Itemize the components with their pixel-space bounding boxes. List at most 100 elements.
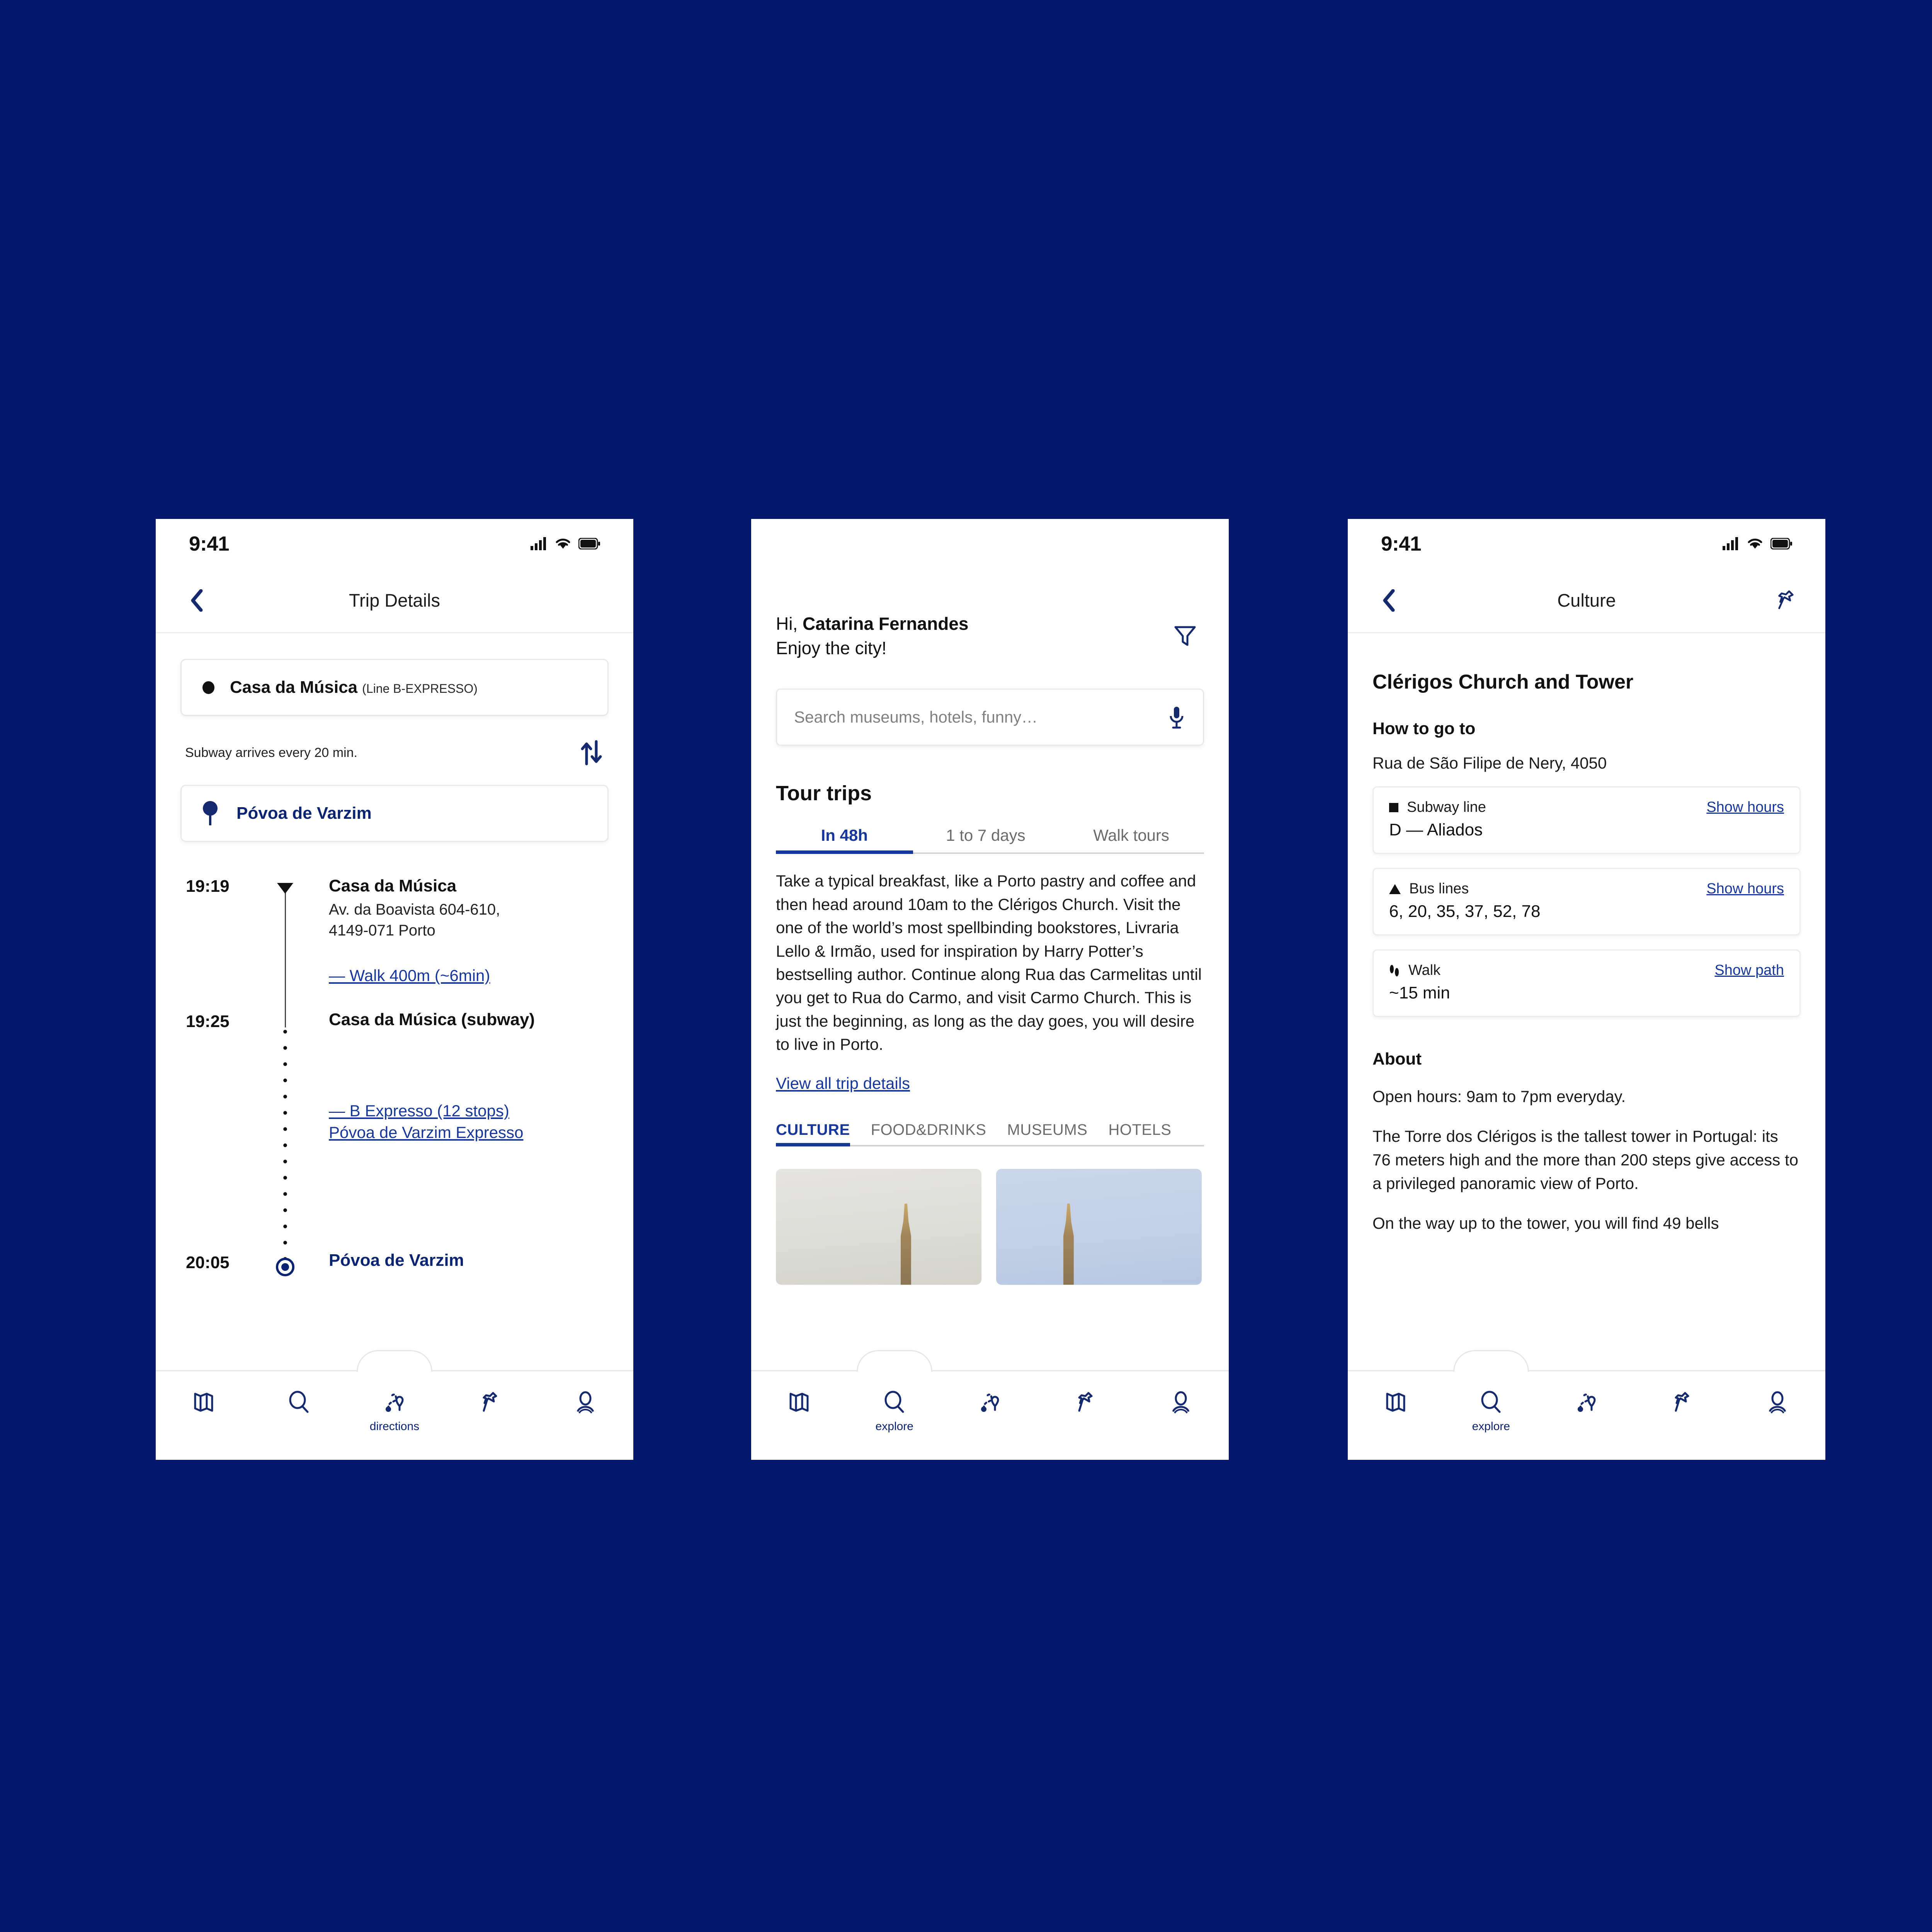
active-tab-notch bbox=[1453, 1350, 1529, 1372]
chevron-left-icon bbox=[191, 589, 203, 612]
pin-icon bbox=[1675, 1392, 1689, 1412]
sidebar-item-saved[interactable] bbox=[453, 1388, 527, 1416]
wifi-icon bbox=[1748, 539, 1762, 549]
nav-header: Culture bbox=[1348, 568, 1825, 633]
how-to-go-heading: How to go to bbox=[1372, 719, 1476, 738]
sidebar-item-profile[interactable] bbox=[1741, 1388, 1814, 1416]
sidebar-item-explore[interactable] bbox=[262, 1388, 336, 1416]
bottom-tab-bar: explore bbox=[1348, 1350, 1825, 1460]
target-marker bbox=[276, 1258, 294, 1276]
directions-route-icon bbox=[981, 1393, 999, 1412]
pin-button[interactable] bbox=[1773, 588, 1798, 613]
transport-card-label-group: Subway line bbox=[1389, 799, 1486, 816]
greeting-block: Hi, Catarina Fernandes Enjoy the city! bbox=[776, 612, 1204, 660]
transport-label: Walk bbox=[1408, 962, 1441, 978]
filter-button[interactable] bbox=[1172, 622, 1199, 651]
list-item[interactable] bbox=[776, 1168, 981, 1285]
active-tab-notch bbox=[856, 1350, 932, 1372]
triangle-glyph-icon bbox=[1389, 884, 1401, 894]
wifi-icon bbox=[556, 539, 570, 549]
category-thumbnails bbox=[776, 1168, 1204, 1285]
phone-screen-culture-poi: 9:41 bbox=[1348, 519, 1825, 1460]
nav-header: Trip Details bbox=[156, 568, 633, 633]
about-paragraph-1: The Torre dos Clérigos is the tallest to… bbox=[1372, 1127, 1798, 1192]
swap-vertical-arrows-icon bbox=[581, 740, 602, 765]
filter-funnel-icon bbox=[1174, 626, 1196, 646]
timeline-solid-segment bbox=[285, 893, 286, 1027]
subway-link[interactable]: — B Expresso (12 stops) Póvoa de Varzim … bbox=[329, 1100, 609, 1144]
sidebar-item-maps[interactable] bbox=[762, 1388, 836, 1416]
clerigos-tower-photo bbox=[901, 1203, 911, 1285]
pin-icon bbox=[1778, 590, 1794, 609]
swap-direction-button[interactable] bbox=[577, 738, 605, 767]
timeline-stop-name: Casa da Música bbox=[329, 876, 457, 895]
search-bar[interactable]: Search museums, hotels, funny… bbox=[776, 689, 1204, 746]
active-tab-notch bbox=[357, 1350, 432, 1372]
pin-icon bbox=[1078, 1392, 1093, 1412]
explore-content: Hi, Catarina Fernandes Enjoy the city! S… bbox=[751, 519, 1229, 1370]
tab-museums[interactable]: MUSEUMS bbox=[1007, 1121, 1088, 1138]
timeline-stop-name: Póvoa de Varzim bbox=[329, 1251, 464, 1270]
destination-name: Póvoa de Varzim bbox=[236, 804, 372, 823]
directions-route-icon bbox=[1577, 1393, 1596, 1412]
search-input[interactable]: Search museums, hotels, funny… bbox=[794, 708, 1038, 726]
sidebar-item-label: explore bbox=[875, 1420, 913, 1433]
map-icon bbox=[789, 1393, 809, 1412]
show-hours-link[interactable]: Show hours bbox=[1706, 799, 1784, 815]
sidebar-item-saved[interactable] bbox=[1645, 1388, 1719, 1416]
microphone-icon[interactable] bbox=[1167, 704, 1187, 730]
sidebar-item-profile[interactable] bbox=[1144, 1388, 1218, 1416]
tab-in-48h[interactable]: In 48h bbox=[776, 826, 913, 854]
view-all-trip-details-link[interactable]: View all trip details bbox=[776, 1074, 910, 1092]
phone-screen-trip-details: 9:41 bbox=[156, 519, 633, 1460]
origin-card[interactable]: Casa da Música (Line B-EXPRESSO) bbox=[180, 659, 609, 716]
status-icons bbox=[1723, 537, 1792, 550]
transport-label: Bus lines bbox=[1409, 881, 1469, 897]
sidebar-item-directions[interactable] bbox=[953, 1388, 1027, 1416]
transport-card-header: Walk Show path bbox=[1389, 962, 1784, 979]
sidebar-item-explore[interactable]: explore bbox=[858, 1388, 931, 1433]
transport-card-header: Bus lines Show hours bbox=[1389, 881, 1784, 897]
list-item[interactable] bbox=[996, 1168, 1202, 1285]
dotted-marker bbox=[282, 1024, 288, 1259]
show-path-link[interactable]: Show path bbox=[1714, 962, 1784, 978]
sidebar-item-maps[interactable] bbox=[167, 1388, 240, 1416]
footsteps-glyph-icon bbox=[1390, 964, 1399, 976]
sidebar-item-maps[interactable] bbox=[1359, 1388, 1432, 1416]
show-hours-link[interactable]: Show hours bbox=[1706, 881, 1784, 897]
tab-culture[interactable]: CULTURE bbox=[776, 1121, 850, 1146]
transport-card-subway[interactable]: Subway line Show hours D — Aliados bbox=[1372, 786, 1801, 854]
poi-address: Rua de São Filipe de Nery, 4050 bbox=[1372, 754, 1607, 772]
transport-value: D — Aliados bbox=[1389, 820, 1483, 839]
tab-walk-tours[interactable]: Walk tours bbox=[1093, 826, 1170, 845]
sidebar-item-profile[interactable] bbox=[549, 1388, 622, 1416]
destination-card[interactable]: Póvoa de Varzim bbox=[180, 785, 609, 842]
transport-label: Subway line bbox=[1407, 799, 1486, 815]
status-bar: 9:41 bbox=[1348, 519, 1825, 568]
walk-link[interactable]: — Walk 400m (~6min) bbox=[329, 965, 609, 986]
directions-route-icon bbox=[385, 1393, 404, 1412]
timeline-stop-name: Casa da Música (subway) bbox=[329, 1010, 535, 1029]
filled-circle-icon bbox=[202, 681, 214, 694]
timeline-time: 20:05 bbox=[186, 1253, 230, 1272]
person-icon bbox=[577, 1391, 594, 1414]
category-tabs: CULTURE FOOD&DRINKS MUSEUMS HOTELS bbox=[776, 1121, 1204, 1146]
sidebar-item-directions[interactable]: directions bbox=[358, 1388, 431, 1433]
page-title: Trip Details bbox=[349, 590, 440, 611]
sidebar-item-saved[interactable] bbox=[1049, 1388, 1122, 1416]
sidebar-item-directions[interactable] bbox=[1550, 1388, 1623, 1416]
tab-hotels[interactable]: HOTELS bbox=[1108, 1121, 1172, 1138]
back-button[interactable] bbox=[1378, 589, 1400, 612]
tab-1-to-7-days[interactable]: 1 to 7 days bbox=[946, 826, 1026, 845]
chevron-left-icon bbox=[1383, 589, 1395, 612]
status-time: 9:41 bbox=[189, 532, 230, 555]
greeting-name: Catarina Fernandes bbox=[803, 614, 969, 634]
sidebar-item-explore[interactable]: explore bbox=[1454, 1388, 1528, 1433]
transport-card-walk[interactable]: Walk Show path ~15 min bbox=[1372, 949, 1801, 1017]
trip-tabs: In 48h 1 to 7 days Walk tours bbox=[776, 826, 1204, 854]
sidebar-item-label: directions bbox=[369, 1420, 420, 1433]
tab-food-drinks[interactable]: FOOD&DRINKS bbox=[871, 1121, 986, 1138]
subway-link-line2: Póvoa de Varzim Expresso bbox=[329, 1123, 524, 1142]
transport-card-bus[interactable]: Bus lines Show hours 6, 20, 35, 37, 52, … bbox=[1372, 868, 1801, 935]
back-button[interactable] bbox=[186, 589, 207, 612]
